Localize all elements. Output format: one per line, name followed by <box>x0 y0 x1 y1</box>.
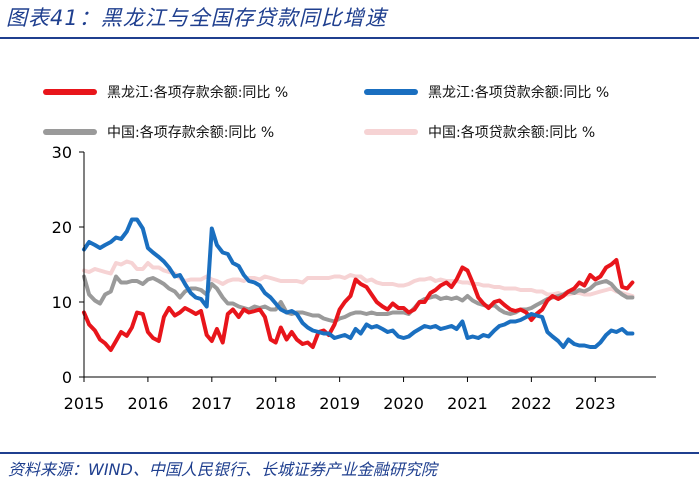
legend-label-china-loan: 中国:各项贷款余额:同比 % <box>428 125 596 141</box>
legend-item-china-loan: 中国:各项贷款余额:同比 % <box>364 122 595 142</box>
legend-swatch-hlj-loan <box>364 89 418 95</box>
legend-label-hlj-deposit: 黑龙江:各项存款余额:同比 % <box>107 85 289 101</box>
source-note: 资料来源：WIND、中国人民银行、长城证券产业金融研究院 <box>8 460 437 479</box>
legend-item-china-deposit: 中国:各项存款余额:同比 % <box>43 122 274 142</box>
y-tick-label: 20 <box>52 218 72 237</box>
legend-item-hlj-deposit: 黑龙江:各项存款余额:同比 % <box>43 82 288 102</box>
x-tick-label: 2015 <box>64 394 105 413</box>
legend-label-hlj-loan: 黑龙江:各项贷款余额:同比 % <box>428 85 610 101</box>
legend-item-hlj-loan: 黑龙江:各项贷款余额:同比 % <box>364 82 609 102</box>
series-line-china-deposit <box>82 274 635 324</box>
bottom-rule <box>0 452 699 454</box>
x-tick-label: 2022 <box>511 394 552 413</box>
legend-swatch-china-deposit <box>43 129 97 135</box>
x-tick-label: 2016 <box>128 394 169 413</box>
legend-swatch-china-loan <box>364 129 418 135</box>
legend-swatch-hlj-deposit <box>43 89 97 95</box>
figure-title: 图表41：黑龙江与全国存贷款同比增速 <box>6 6 387 30</box>
series-layer <box>82 217 635 352</box>
x-tick-label: 2020 <box>383 394 424 413</box>
y-tick-label: 0 <box>62 368 72 387</box>
x-tick-label: 2018 <box>255 394 296 413</box>
axis-layer: 0 10 20 30 2015 2016 2017 2018 2019 2020 2021 2022 2… <box>52 143 656 413</box>
x-tick-label: 2021 <box>447 394 488 413</box>
x-tick-label: 2023 <box>575 394 616 413</box>
x-tick-label: 2019 <box>319 394 360 413</box>
top-rule <box>0 37 699 39</box>
y-tick-label: 30 <box>52 143 72 162</box>
legend-label-china-deposit: 中国:各项存款余额:同比 % <box>107 125 275 141</box>
series-line-hlj-loan <box>82 217 635 349</box>
y-tick-label: 10 <box>52 293 72 312</box>
x-tick-label: 2017 <box>191 394 232 413</box>
series-line-hlj-deposit <box>82 258 635 352</box>
